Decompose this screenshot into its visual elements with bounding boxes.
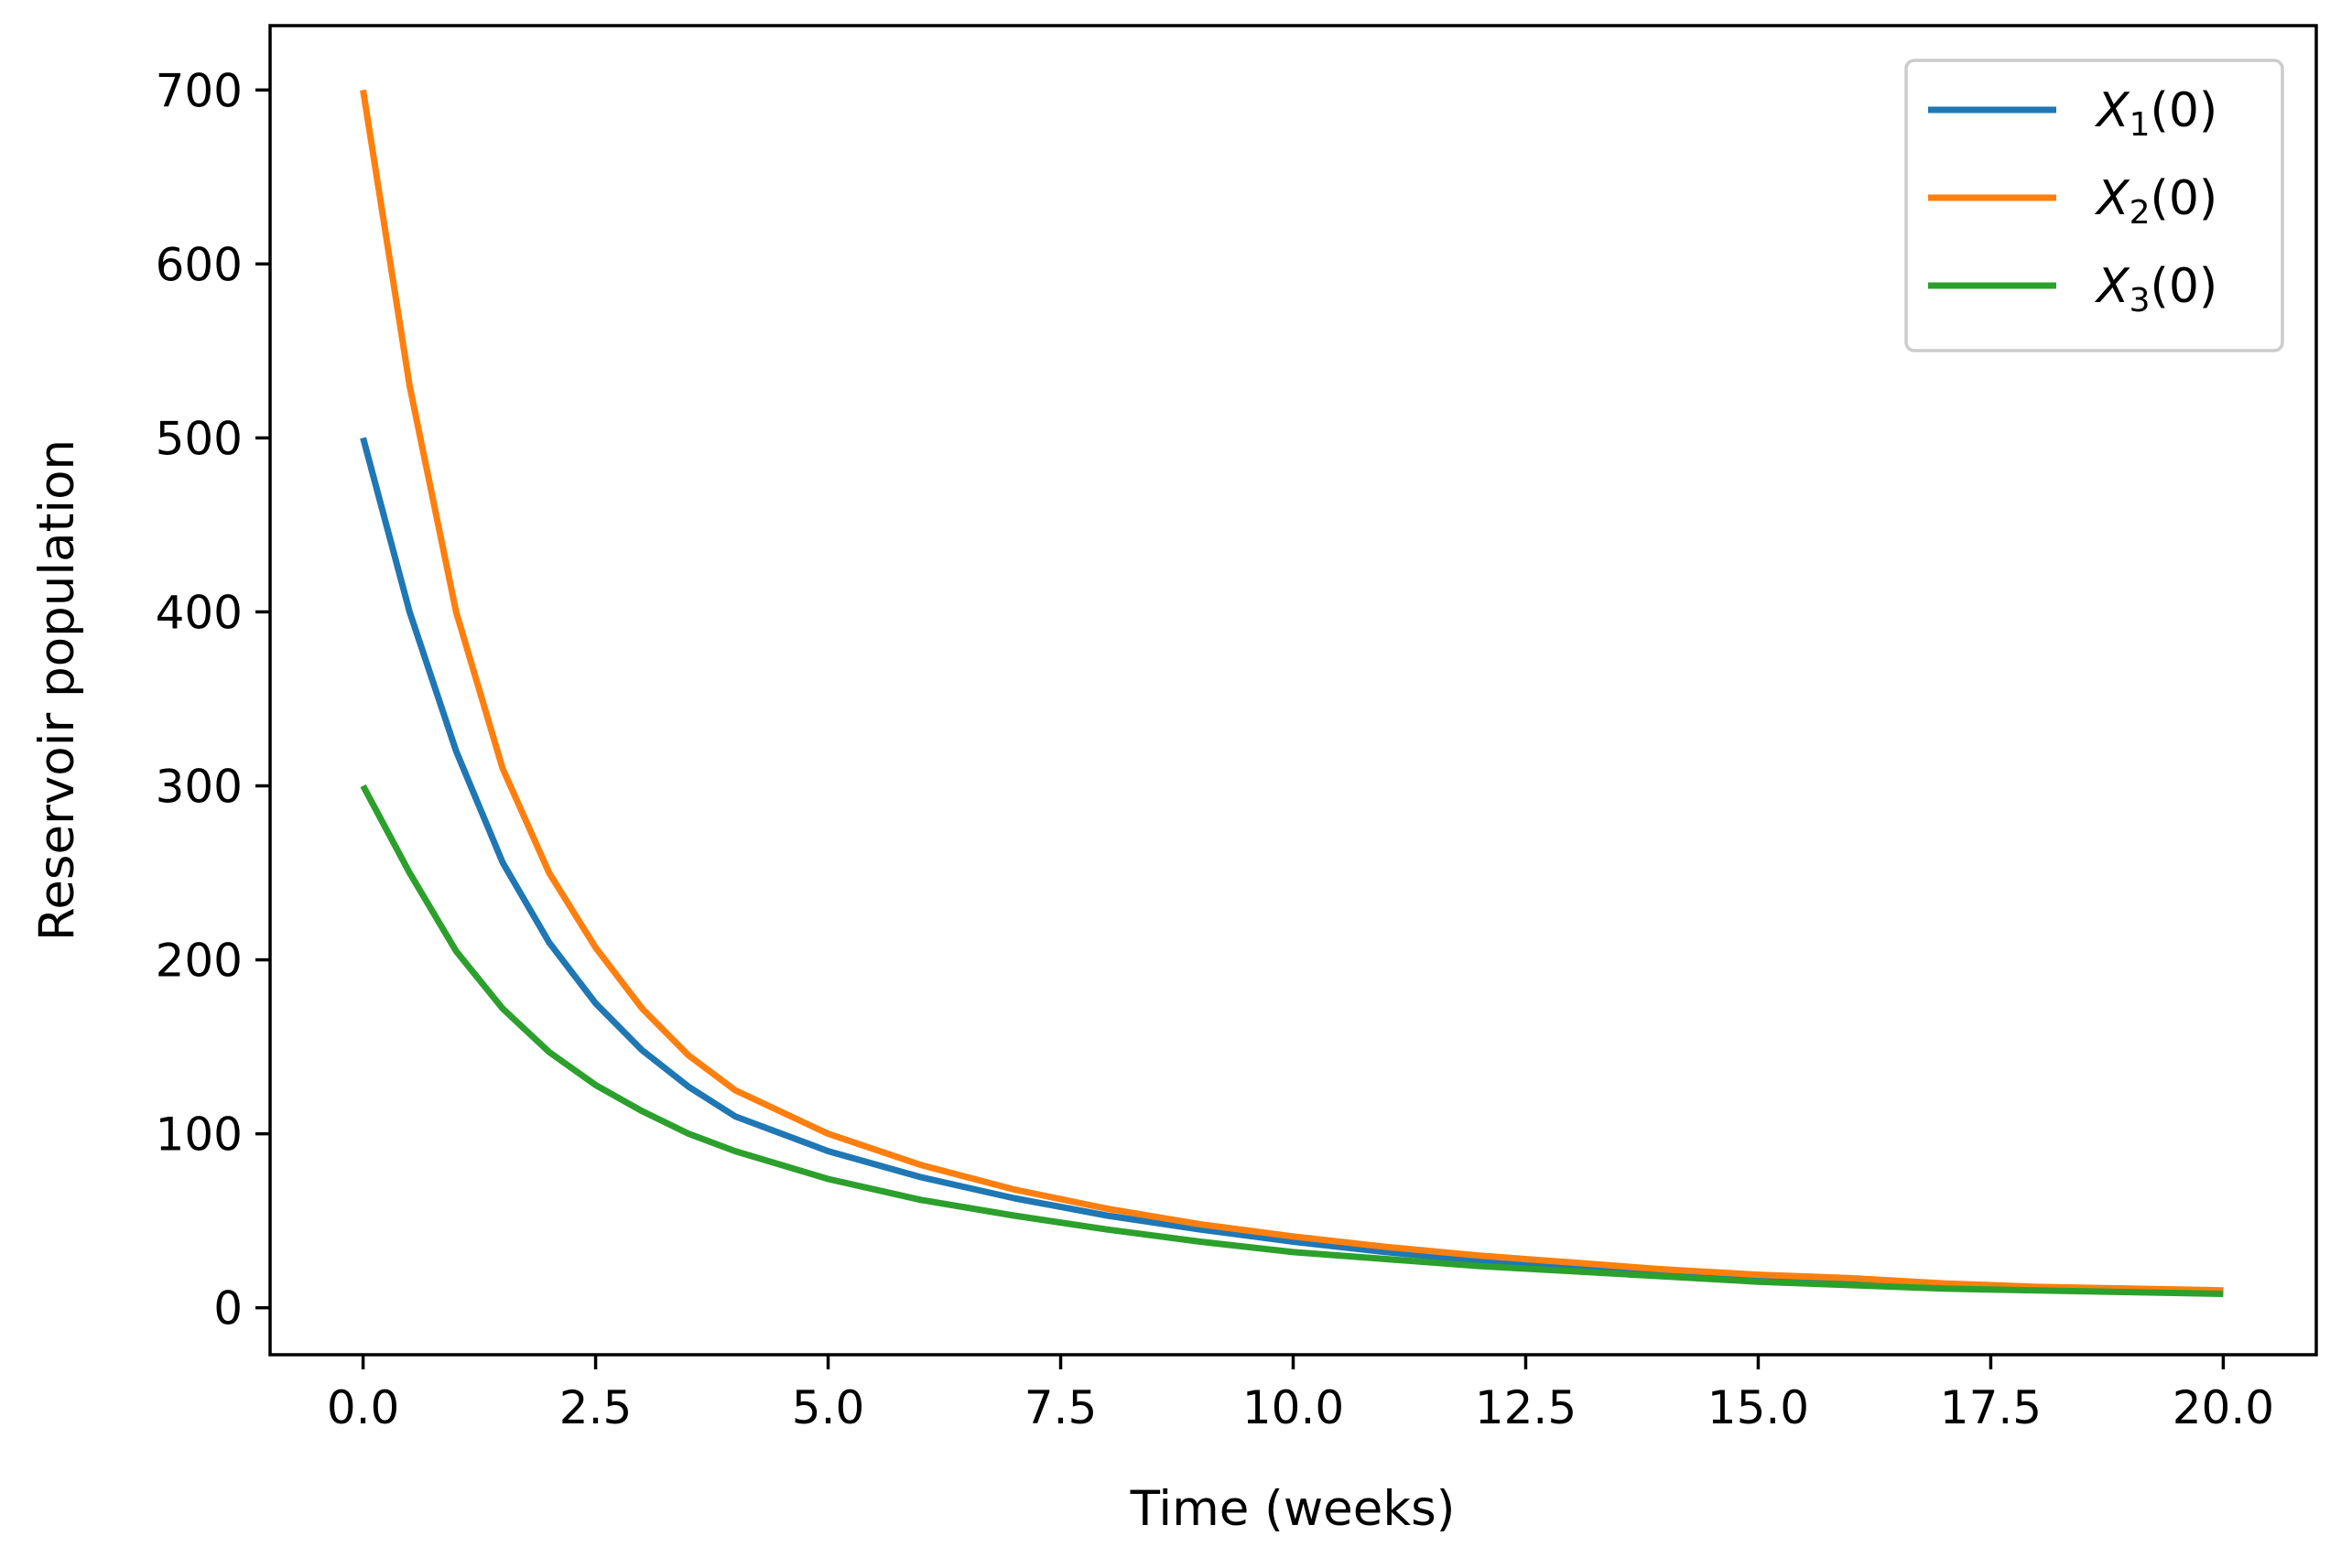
series-line-3	[360, 784, 2224, 1297]
x-axis-label: Time (weeks)	[1130, 1481, 1456, 1537]
y-tick-label: 600	[156, 238, 243, 291]
legend-label-1: X1(0)	[2094, 83, 2217, 144]
x-tick-label: 17.5	[1940, 1381, 2042, 1434]
x-tick-label: 20.0	[2173, 1381, 2274, 1434]
y-tick-label: 100	[156, 1108, 243, 1162]
x-tick-label: 0.0	[327, 1381, 400, 1434]
y-tick-label: 200	[156, 935, 243, 988]
y-axis: 0 100 200 300 400 500 600 700	[156, 64, 270, 1336]
y-tick-label: 400	[156, 586, 243, 639]
x-tick-label: 7.5	[1024, 1381, 1098, 1434]
y-tick-label: 300	[156, 761, 243, 814]
legend-label-3: X3(0)	[2094, 259, 2217, 319]
series-layer	[360, 89, 2224, 1297]
legend-label-2: X2(0)	[2094, 171, 2217, 232]
y-tick-label: 0	[213, 1282, 243, 1336]
x-tick-label: 10.0	[1242, 1381, 1344, 1434]
y-tick-label: 700	[156, 64, 243, 117]
series-line-1	[360, 437, 2224, 1296]
x-tick-label: 5.0	[792, 1381, 865, 1434]
x-tick-label: 12.5	[1475, 1381, 1577, 1434]
y-tick-label: 500	[156, 412, 243, 465]
x-tick-label: 2.5	[559, 1381, 633, 1434]
legend: X1(0) X2(0) X3(0)	[1904, 59, 2284, 352]
series-line-2	[360, 89, 2224, 1294]
y-axis-label: Reservoir population	[29, 439, 85, 941]
x-tick-label: 15.0	[1707, 1381, 1809, 1434]
legend-box	[1904, 59, 2284, 352]
x-axis: 0.0 2.5 5.0 7.5 10.0 12.5 15.0 17.5 20.0	[327, 1355, 2274, 1434]
